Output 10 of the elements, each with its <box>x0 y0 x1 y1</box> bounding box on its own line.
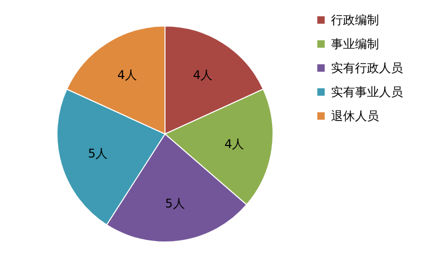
data-label: 4人 <box>224 136 244 151</box>
legend-label: 实有事业人员 <box>331 85 403 99</box>
legend-label: 事业编制 <box>331 37 379 51</box>
legend-label: 行政编制 <box>331 13 379 27</box>
legend-label: 实有行政人员 <box>331 61 403 75</box>
data-label: 4人 <box>117 68 137 82</box>
data-label: 5人 <box>165 196 185 210</box>
legend-label: 退休人员 <box>331 109 379 123</box>
data-label: 4人 <box>193 68 213 82</box>
data-label: 5人 <box>88 146 108 161</box>
